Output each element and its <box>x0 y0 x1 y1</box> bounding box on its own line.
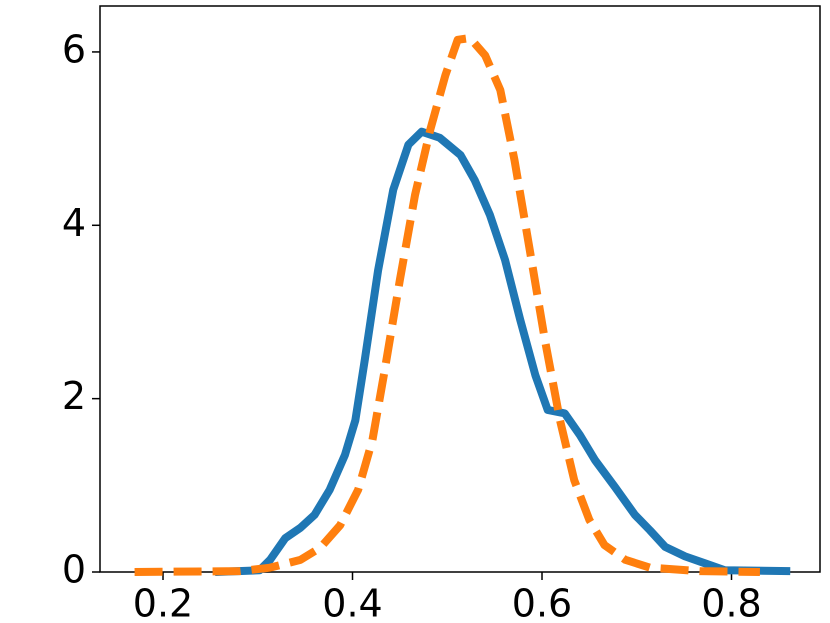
series-line <box>134 34 760 576</box>
x-tick-label: 0.6 <box>512 582 572 623</box>
series-line <box>214 127 791 576</box>
x-tick-label: 0.4 <box>322 582 382 623</box>
y-tick-label: 2 <box>62 374 86 418</box>
y-tick-label: 4 <box>62 201 86 245</box>
y-tick-label: 6 <box>62 27 86 71</box>
x-tick-label: 0.8 <box>701 582 761 623</box>
plot-frame <box>99 5 821 573</box>
y-tick-label: 0 <box>62 548 86 592</box>
x-tick-label: 0.2 <box>133 582 193 623</box>
